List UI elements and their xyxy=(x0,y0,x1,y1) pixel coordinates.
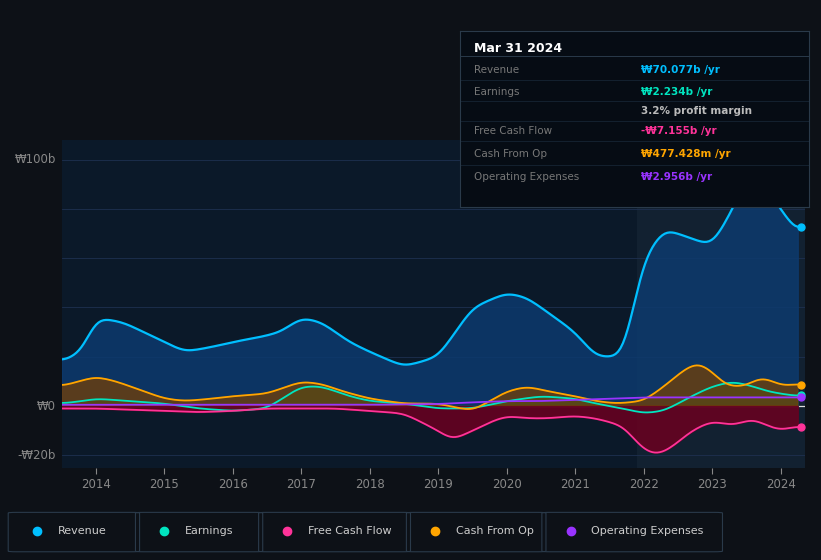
Text: ₩2.956b /yr: ₩2.956b /yr xyxy=(641,172,713,182)
Text: ₩0: ₩0 xyxy=(37,399,56,413)
Text: Earnings: Earnings xyxy=(474,87,519,97)
Text: Operating Expenses: Operating Expenses xyxy=(474,172,579,182)
Text: ₩70.077b /yr: ₩70.077b /yr xyxy=(641,64,720,74)
Text: Free Cash Flow: Free Cash Flow xyxy=(474,127,552,136)
Text: Earnings: Earnings xyxy=(185,526,233,535)
Text: Operating Expenses: Operating Expenses xyxy=(591,526,704,535)
Text: Cash From Op: Cash From Op xyxy=(474,150,547,159)
Text: -₩7.155b /yr: -₩7.155b /yr xyxy=(641,127,717,136)
Text: Mar 31 2024: Mar 31 2024 xyxy=(474,42,562,55)
Text: ₩100b: ₩100b xyxy=(14,153,56,166)
Text: -₩20b: -₩20b xyxy=(17,449,56,462)
Text: ₩2.234b /yr: ₩2.234b /yr xyxy=(641,87,713,97)
Text: Revenue: Revenue xyxy=(57,526,106,535)
Text: Cash From Op: Cash From Op xyxy=(456,526,534,535)
Text: 3.2% profit margin: 3.2% profit margin xyxy=(641,106,752,116)
Text: Revenue: Revenue xyxy=(474,64,519,74)
Text: Free Cash Flow: Free Cash Flow xyxy=(308,526,392,535)
Text: ₩477.428m /yr: ₩477.428m /yr xyxy=(641,150,731,159)
Bar xyxy=(637,140,805,468)
